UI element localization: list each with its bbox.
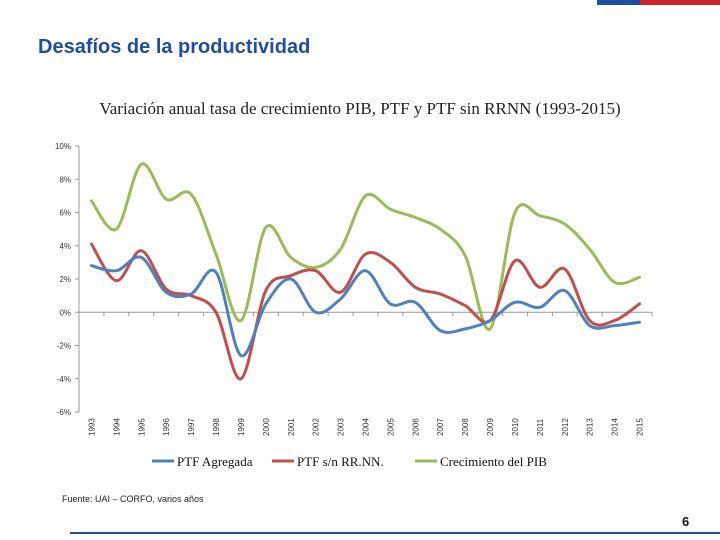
series-line-0 xyxy=(90,255,641,358)
y-tick-label: 2% xyxy=(59,275,71,284)
x-tick-label: 2002 xyxy=(312,418,321,436)
x-tick-label: 2005 xyxy=(386,418,395,436)
legend-label: Crecimiento del PIB xyxy=(440,454,547,469)
legend: PTF Agregada PTF s/n RR.NN. Crecimiento de… xyxy=(152,454,547,469)
chart-title: Variación anual tasa de crecimiento PIB,… xyxy=(99,99,621,118)
source-note: Fuente: UAI – CORFO, varios años xyxy=(62,494,204,504)
footer-line xyxy=(70,532,720,534)
y-tick-label: 10% xyxy=(55,142,71,151)
x-tick-label: 2012 xyxy=(561,418,570,436)
legend-label: PTF Agregada xyxy=(177,454,253,469)
x-tick-label: 2010 xyxy=(511,418,520,436)
x-tick-label: 2003 xyxy=(337,418,346,436)
slide-title: Desafíos de la productividad xyxy=(38,36,311,58)
series-line-1 xyxy=(90,242,641,381)
series-group xyxy=(90,162,641,381)
x-tick-label: 2013 xyxy=(586,418,595,436)
x-tick-label: 2000 xyxy=(262,418,271,436)
x-tick-label: 2001 xyxy=(287,418,296,436)
x-tick-label: 2009 xyxy=(486,418,495,436)
x-tick-label: 2008 xyxy=(461,418,470,436)
x-tick-label: 1996 xyxy=(162,418,171,436)
x-tick-label: 2015 xyxy=(636,418,645,436)
y-tick-label: -2% xyxy=(57,342,71,351)
x-tick-label: 2006 xyxy=(411,418,420,436)
x-tick-label: 1997 xyxy=(187,418,196,436)
y-tick-label: 8% xyxy=(59,175,71,184)
flag-blue-bar xyxy=(597,0,640,5)
y-tick-label: -4% xyxy=(57,375,71,384)
line-chart: 10% 8% 6% 4% 2% 0% -2% -4% -6% 1993 1994 1995 1996 19… xyxy=(55,142,653,469)
x-tick-label: 2007 xyxy=(436,418,445,436)
x-tick-label: 1999 xyxy=(237,418,246,436)
x-tick-label: 1994 xyxy=(112,418,121,436)
y-tick-label: 6% xyxy=(59,209,71,218)
flag-red-bar xyxy=(640,0,720,5)
y-tick-label: 4% xyxy=(59,242,71,251)
x-tick-label: 1998 xyxy=(212,418,221,436)
x-tick-label: 1995 xyxy=(137,418,146,436)
x-tick-label: 2011 xyxy=(536,418,545,436)
legend-label: PTF s/n RR.NN. xyxy=(297,454,384,469)
y-tick-label: 0% xyxy=(59,308,71,317)
x-tick-label: 2014 xyxy=(611,418,620,436)
x-tick-label: 1993 xyxy=(87,418,96,436)
page-number: 6 xyxy=(682,514,690,529)
axes: 10% 8% 6% 4% 2% 0% -2% -4% -6% 1993 1994 1995 1996 19… xyxy=(55,142,653,436)
series-line-2 xyxy=(90,162,641,331)
x-tick-label: 2004 xyxy=(362,418,371,436)
y-tick-label: -6% xyxy=(57,408,71,417)
